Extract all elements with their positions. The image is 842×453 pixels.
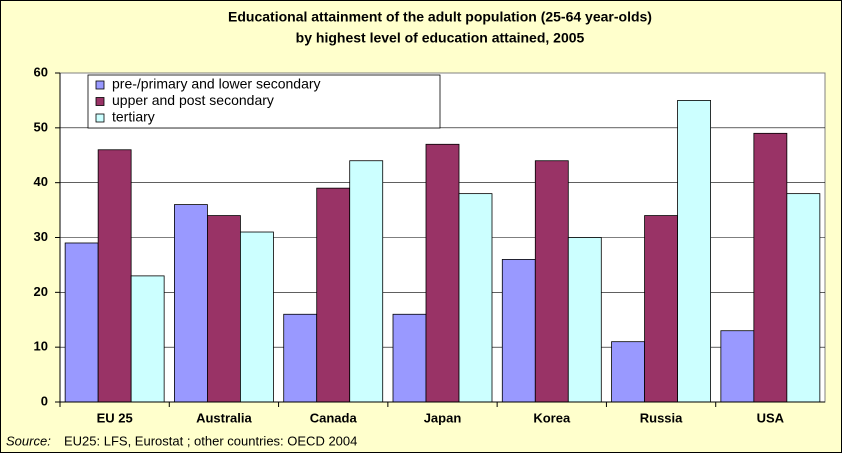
- x-tick-label: Russia: [640, 410, 683, 425]
- y-tick-label: 0: [41, 393, 48, 408]
- x-tick-label: Korea: [533, 410, 571, 425]
- bar: [786, 193, 821, 403]
- bar: [207, 215, 241, 403]
- x-tick-label: USA: [757, 410, 785, 425]
- legend-label: upper and post secondary: [112, 92, 274, 108]
- x-tick-label: Japan: [424, 410, 462, 425]
- legend-swatch: [95, 97, 105, 106]
- bar: [349, 160, 384, 403]
- bar: [174, 204, 208, 403]
- y-tick-label: 50: [34, 119, 48, 134]
- bar: [644, 215, 678, 403]
- bar: [567, 237, 602, 403]
- y-tick-label: 20: [34, 284, 48, 299]
- y-tick-label: 60: [34, 64, 48, 79]
- bar: [534, 160, 569, 403]
- y-tick-label: 40: [34, 174, 48, 189]
- bar: [97, 149, 132, 403]
- bar: [753, 132, 788, 403]
- bar: [64, 242, 99, 403]
- y-tick-label: 30: [34, 229, 48, 244]
- legend-swatch: [95, 80, 105, 90]
- bar: [677, 100, 711, 403]
- chart-title: by highest level of education attained, …: [296, 30, 585, 46]
- y-tick-label: 10: [34, 339, 48, 354]
- legend-swatch: [95, 113, 105, 123]
- bar: [316, 187, 351, 403]
- bar: [720, 330, 755, 403]
- x-tick-label: Canada: [310, 410, 358, 425]
- bar: [458, 193, 493, 403]
- x-tick-label: Australia: [196, 410, 252, 425]
- legend-label: tertiary: [112, 109, 155, 125]
- bar: [283, 313, 318, 403]
- bar: [392, 313, 427, 403]
- bar: [611, 341, 645, 403]
- chart-title: Educational attainment of the adult popu…: [228, 9, 652, 25]
- bar: [425, 143, 460, 403]
- source: EU25: LFS, Eurostat ; other countries: O…: [64, 433, 357, 448]
- legend-label: pre-/primary and lower secondary: [112, 76, 321, 92]
- legend-box: [87, 74, 441, 129]
- bar: [501, 259, 536, 403]
- bar: [240, 231, 274, 403]
- source-label: Source:: [6, 433, 51, 448]
- x-tick-label: EU 25: [97, 410, 133, 425]
- bar: [130, 275, 165, 403]
